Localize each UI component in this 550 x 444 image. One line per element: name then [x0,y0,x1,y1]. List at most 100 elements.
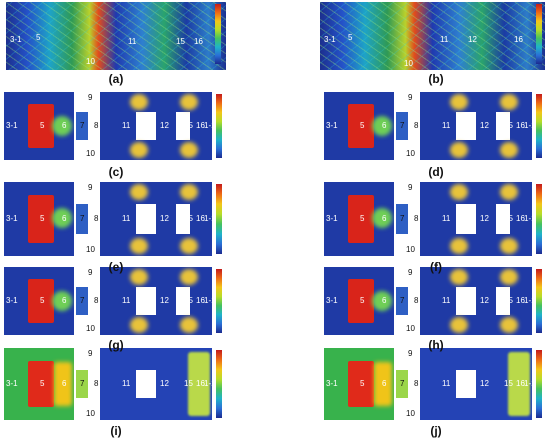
panel-f-hotspot-1 [450,238,468,254]
label-g-r7: 7 [80,296,85,305]
panel-d-hotspot-3 [500,142,518,158]
label-i-r3_1: 3-1 [6,379,18,388]
panel-i-left-block [4,348,74,420]
panel-e-right-block [100,182,212,256]
label-e-r5: 5 [40,214,45,223]
label-d-r9: 9 [408,93,413,102]
label-g-r9: 9 [88,268,93,277]
panel-g-hotspot-0 [130,269,148,285]
colorbar-f [536,184,542,254]
label-g-r11: 11 [122,296,131,305]
label-b-12: 12 [468,35,477,44]
panel-c-hotspot-2 [180,94,198,110]
panel-g-hotspot-1 [130,317,148,333]
panel-j-hot-core [348,360,374,408]
panel-e-hotspot-0 [130,184,148,200]
label-g-r15: 15 [184,296,193,305]
panel-d-room-7-cell [396,112,408,140]
label-b-3-1: 3-1 [324,35,336,44]
label-c-r10: 10 [86,149,95,158]
panel-g-void-2 [176,287,190,315]
panel-h-hot-core [348,279,374,323]
panel-h-right-block [420,267,532,335]
label-i-r16: 16 [196,379,205,388]
label-e-r16: 16 [196,214,205,223]
panel-j-left-block [324,348,394,420]
caption-a: (a) [108,72,124,86]
panel-j-void [456,369,476,399]
panel-h-hotspot-3 [500,317,518,333]
panel-c-hotspot-3 [180,142,198,158]
label-f-r7: 7 [400,214,405,223]
panel-i-room-7-cell [76,369,88,399]
panel-c-right-block [100,92,212,160]
panel-c-room-7-cell [76,112,88,140]
label-b-5: 5 [348,33,353,42]
panel-g-room-7-cell [76,287,88,315]
caption-b: (b) [428,72,444,86]
label-i-r8: 8 [94,379,99,388]
panel-g-hot-core [28,279,54,323]
panel-d-left-block [324,92,394,160]
label-h-r10: 10 [406,324,415,333]
label-c-r12: 12 [160,121,169,130]
colorbar-b [536,4,542,64]
label-d-r1_1: 1-1 [524,121,536,130]
label-h-r5: 5 [360,296,365,305]
label-j-r7: 7 [400,379,405,388]
colorbar-g [216,269,222,333]
panel-c-warm-spot [52,115,72,136]
label-j-r12: 12 [480,379,489,388]
caption-c: (c) [108,165,124,179]
panel-e-hotspot-2 [180,184,198,200]
label-d-r15: 15 [504,121,513,130]
panel-d-void-2 [496,112,510,140]
colorbar-j [536,350,542,418]
label-i-r7: 7 [80,379,85,388]
panel-e-void-2 [176,204,190,234]
label-h-r12: 12 [480,296,489,305]
colorbar-e [216,184,222,254]
label-g-r6: 6 [62,296,67,305]
panel-f-void [456,204,476,234]
label-f-r10: 10 [406,245,415,254]
colorbar-d [536,94,542,158]
panel-i-void [136,369,156,399]
panel-h-hotspot-2 [500,269,518,285]
label-j-r16: 16 [516,379,525,388]
caption-j: (j) [430,424,442,438]
label-h-r3_1: 3-1 [326,296,338,305]
panel-f-hotspot-2 [500,184,518,200]
label-c-r8: 8 [94,121,99,130]
label-j-r9: 9 [408,349,413,358]
label-f-r8: 8 [414,214,419,223]
label-j-r8: 8 [414,379,419,388]
label-h-r8: 8 [414,296,419,305]
panel-h-hotspot-0 [450,269,468,285]
label-f-r11: 11 [442,214,451,223]
label-c-r15: 15 [184,121,193,130]
label-f-r5: 5 [360,214,365,223]
label-d-r8: 8 [414,121,419,130]
caption-e: (e) [108,260,124,274]
panel-i-edge-warm [188,352,210,416]
label-a-15: 15 [176,37,185,46]
label-i-r10: 10 [86,409,95,418]
panel-i-right-block [100,348,212,420]
panel-g-left-block [4,267,74,335]
panel-c-void [136,112,156,140]
label-c-r5: 5 [40,121,45,130]
label-g-r8: 8 [94,296,99,305]
panel-g-hotspot-3 [180,317,198,333]
label-h-r7: 7 [400,296,405,305]
label-i-r9: 9 [88,349,93,358]
label-h-r16: 16 [516,296,525,305]
label-h-r11: 11 [442,296,451,305]
label-i-r6: 6 [62,379,67,388]
label-j-r3_1: 3-1 [326,379,338,388]
label-f-r6: 6 [382,214,387,223]
label-d-r16: 16 [516,121,525,130]
label-h-r9: 9 [408,268,413,277]
label-c-r3_1: 3-1 [6,121,18,130]
panel-h-void-2 [496,287,510,315]
